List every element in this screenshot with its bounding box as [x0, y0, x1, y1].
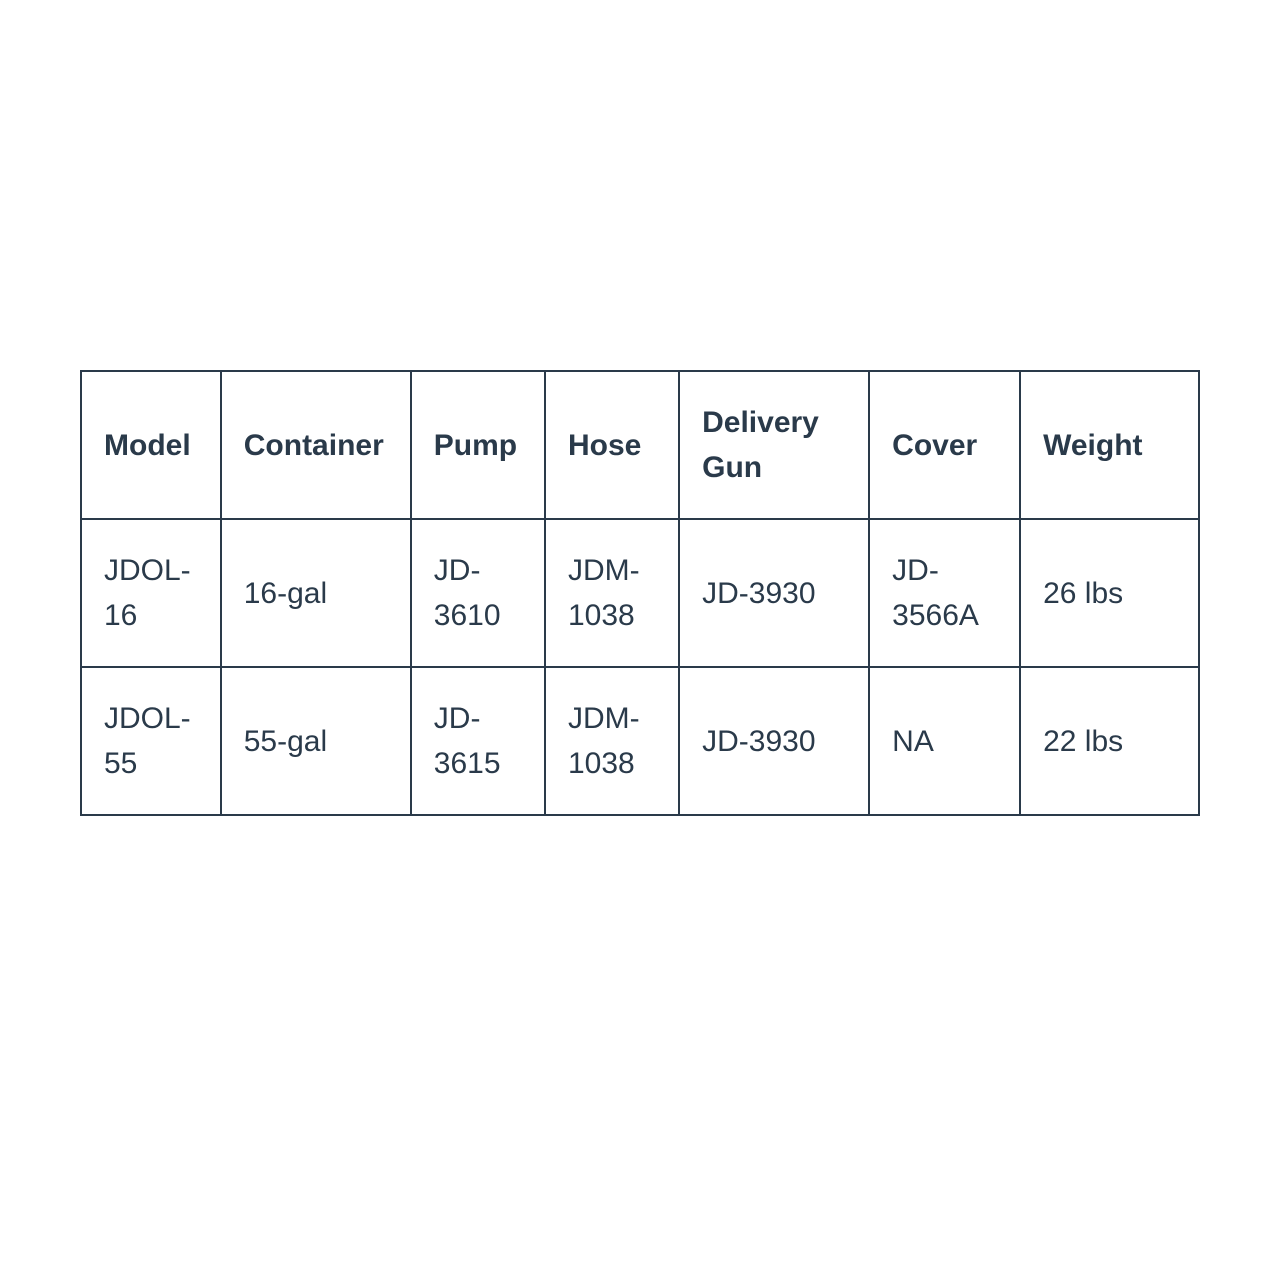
- cell-weight: 22 lbs: [1020, 667, 1199, 815]
- table-row: JDOL-55 55-gal JD-3615 JDM-1038 JD-3930 …: [81, 667, 1199, 815]
- table-header-row: Model Container Pump Hose Delivery Gun C…: [81, 371, 1199, 519]
- cell-pump: JD-3610: [411, 519, 545, 667]
- cell-delivery-gun: JD-3930: [679, 519, 869, 667]
- cell-model: JDOL-16: [81, 519, 221, 667]
- cell-cover: JD-3566A: [869, 519, 1020, 667]
- col-header-pump: Pump: [411, 371, 545, 519]
- spec-table-container: Model Container Pump Hose Delivery Gun C…: [80, 370, 1200, 816]
- col-header-container: Container: [221, 371, 411, 519]
- cell-hose: JDM-1038: [545, 519, 679, 667]
- cell-hose: JDM-1038: [545, 667, 679, 815]
- col-header-cover: Cover: [869, 371, 1020, 519]
- cell-cover: NA: [869, 667, 1020, 815]
- cell-delivery-gun: JD-3930: [679, 667, 869, 815]
- cell-weight: 26 lbs: [1020, 519, 1199, 667]
- spec-table: Model Container Pump Hose Delivery Gun C…: [80, 370, 1200, 816]
- cell-container: 55-gal: [221, 667, 411, 815]
- col-header-hose: Hose: [545, 371, 679, 519]
- cell-pump: JD-3615: [411, 667, 545, 815]
- col-header-delivery-gun: Delivery Gun: [679, 371, 869, 519]
- col-header-model: Model: [81, 371, 221, 519]
- cell-container: 16-gal: [221, 519, 411, 667]
- table-row: JDOL-16 16-gal JD-3610 JDM-1038 JD-3930 …: [81, 519, 1199, 667]
- cell-model: JDOL-55: [81, 667, 221, 815]
- col-header-weight: Weight: [1020, 371, 1199, 519]
